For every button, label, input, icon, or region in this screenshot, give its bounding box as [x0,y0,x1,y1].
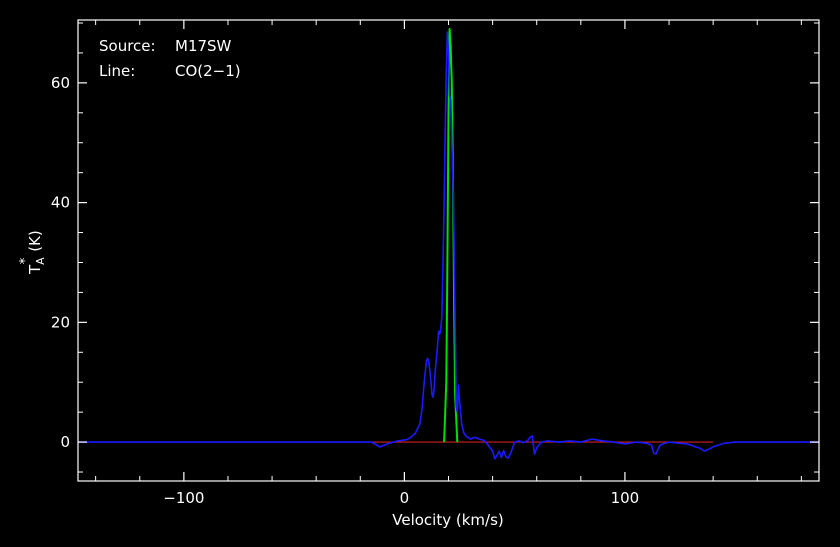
y-tick-label: 0 [60,433,70,451]
y-axis-label-unit: (K) [26,230,44,252]
y-tick-label: 20 [51,313,70,331]
x-axis-label: Velocity (km/s) [392,511,503,529]
y-tick-label: 60 [51,74,70,92]
y-axis-label: TA* (K) [18,230,47,275]
line-value: CO(2−1) [175,62,241,80]
source-key: Source: [99,37,156,55]
plot-marks [78,28,819,460]
y-axis-label-sup: * [18,257,33,264]
line-key: Line: [99,62,135,80]
x-tick-label: 0 [400,489,410,507]
series-observed-line [78,31,819,460]
axis-ticks: −100 0 100 0 20 40 60 [51,20,819,507]
source-value: M17SW [175,37,232,55]
y-axis-label-sub: A [34,257,47,265]
y-tick-label: 40 [51,194,70,212]
svg-text:TA*(K): TA* (K) [18,230,47,275]
y-axis-label-main: T [26,264,44,275]
x-tick-label: 100 [611,489,640,507]
x-tick-label: −100 [163,489,204,507]
